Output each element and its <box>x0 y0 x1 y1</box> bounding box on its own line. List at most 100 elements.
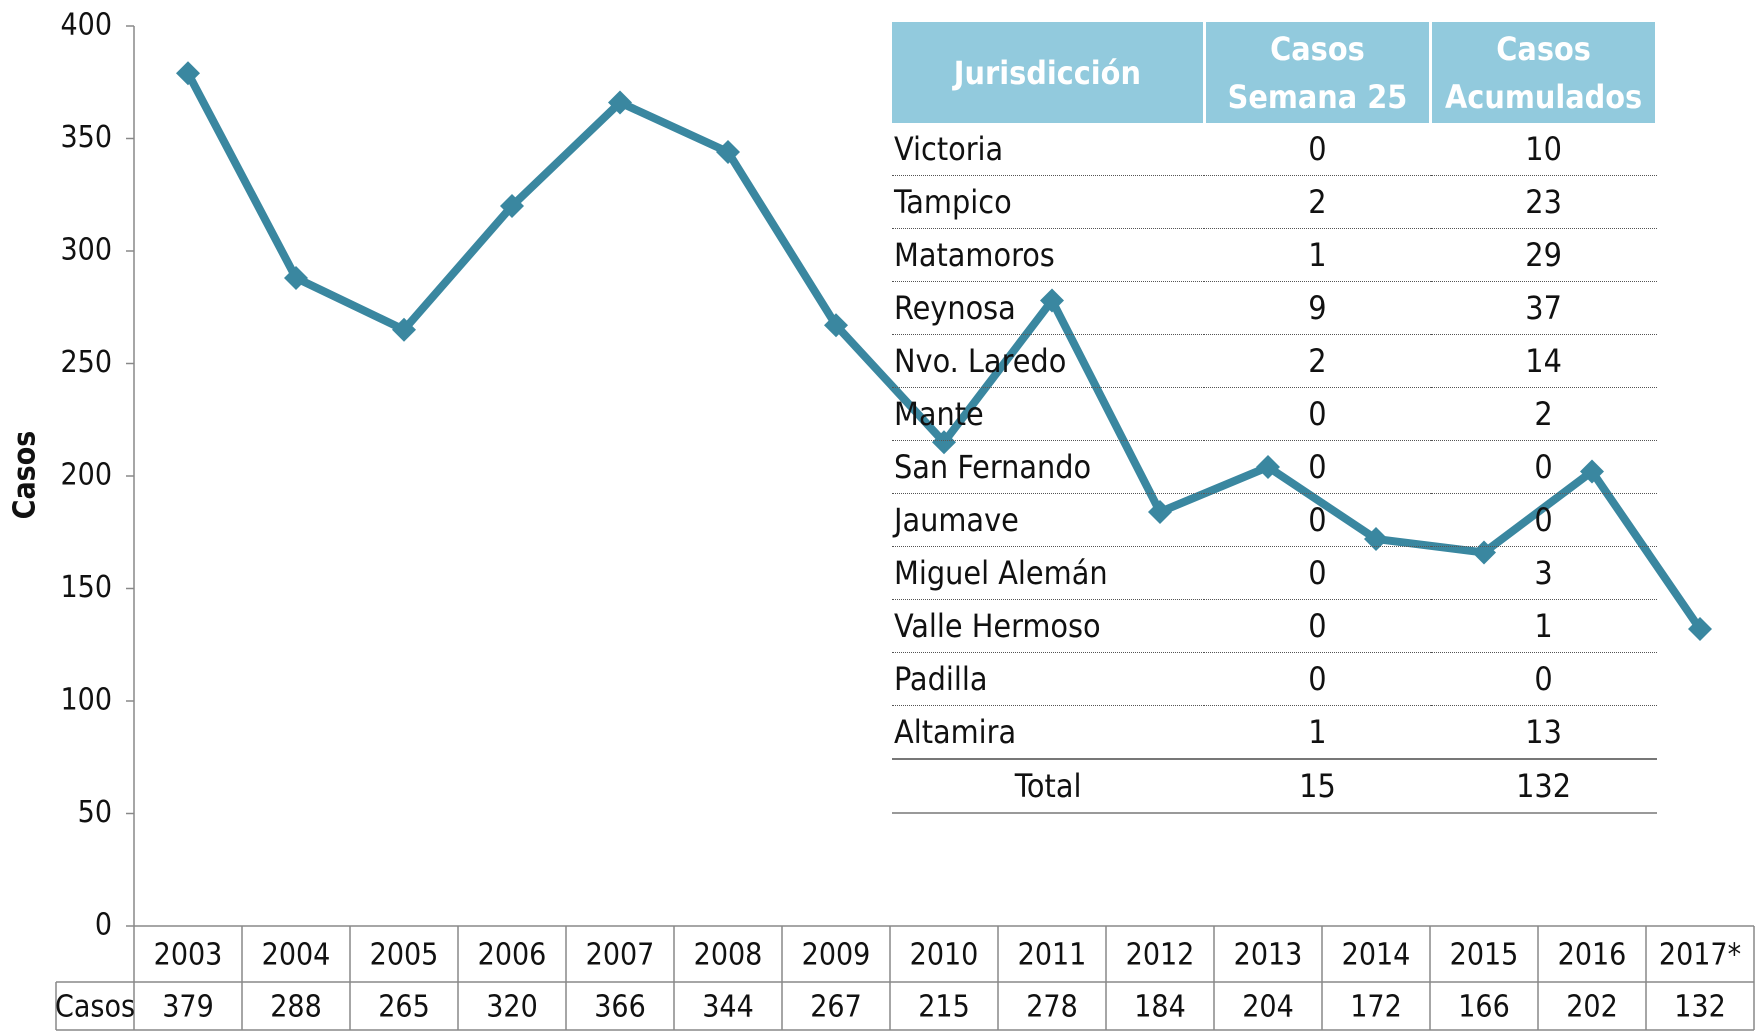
value-cell: 278 <box>1026 990 1078 1025</box>
table-cell: Altamira <box>892 705 1205 760</box>
table-cell: 3 <box>1430 546 1657 600</box>
x-tick-label: 2013 <box>1234 938 1303 973</box>
x-tick-label: 2006 <box>478 938 547 973</box>
value-cell: 184 <box>1134 990 1186 1025</box>
jurisdiction-table: Jurisdicción Casos Semana 25 Casos Acumula… <box>892 22 1658 814</box>
x-tick-label: 2003 <box>154 938 223 973</box>
y-tick-label: 300 <box>60 233 112 268</box>
table-cell: 0 <box>1204 387 1431 441</box>
point <box>176 61 200 86</box>
table-row: San Fernando 0 0 <box>892 440 1657 494</box>
table-cell: 0 <box>1430 652 1657 706</box>
table-row: Mante 0 2 <box>892 387 1657 441</box>
value-cell: 344 <box>702 990 754 1025</box>
table-cell: Victoria <box>892 123 1205 176</box>
value-cell: 288 <box>270 990 322 1025</box>
table-cell: 0 <box>1204 440 1431 494</box>
total-cell: 15 <box>1204 758 1431 814</box>
value-cell: 132 <box>1674 990 1726 1025</box>
value-cell: 166 <box>1458 990 1510 1025</box>
table-cell: 37 <box>1430 281 1657 335</box>
x-tick-label: 2009 <box>802 938 871 973</box>
point <box>824 313 848 338</box>
point <box>392 317 416 342</box>
y-tick-label: 100 <box>60 683 112 718</box>
point <box>1688 617 1712 641</box>
table-cell: 0 <box>1430 440 1657 494</box>
table-cell: 9 <box>1204 281 1431 335</box>
table-cell: Mante <box>892 387 1205 441</box>
header-cell: Casos Semana 25 <box>1204 22 1433 123</box>
table-row: Tampico 2 23 <box>892 175 1657 229</box>
total-row: Total 15 132 <box>892 758 1657 814</box>
value-cell: 204 <box>1242 990 1294 1025</box>
table-row: Nvo. Laredo 2 14 <box>892 334 1657 388</box>
table-cell: Matamoros <box>892 228 1205 282</box>
y-tick-label: 50 <box>78 795 112 830</box>
y-tick-label: 250 <box>60 345 112 380</box>
total-cell: 132 <box>1430 758 1657 814</box>
table-cell: 0 <box>1430 493 1657 547</box>
table-row: Altamira 1 13 <box>892 705 1657 760</box>
table-cell: Padilla <box>892 652 1205 706</box>
x-tick-label: 2007 <box>586 938 655 973</box>
table-cell: 0 <box>1204 599 1431 653</box>
x-tick-label: 2017* <box>1659 938 1741 973</box>
table-cell: 1 <box>1204 228 1431 282</box>
y-axis-title: Casos <box>8 431 43 520</box>
y-tick-label: 0 <box>95 908 112 943</box>
table-cell: 0 <box>1204 652 1431 706</box>
value-cell: 265 <box>378 990 430 1025</box>
x-tick-label: 2010 <box>910 938 979 973</box>
point <box>500 194 524 218</box>
header-cell: Jurisdicción <box>892 22 1206 123</box>
table-cell: 13 <box>1430 705 1657 760</box>
table-cell: Valle Hermoso <box>892 599 1205 653</box>
point <box>284 266 308 290</box>
value-cell: 320 <box>486 990 538 1025</box>
y-tick-label: 150 <box>60 570 112 605</box>
x-tick-label: 2005 <box>370 938 439 973</box>
table-row: Reynosa 9 37 <box>892 281 1657 335</box>
table-row: Victoria 0 10 <box>892 123 1657 176</box>
y-tick-label: 200 <box>60 458 112 493</box>
x-tick-label: 2008 <box>694 938 763 973</box>
table-row: Padilla 0 0 <box>892 652 1657 706</box>
table-cell: 10 <box>1430 123 1657 176</box>
x-tick-label: 2011 <box>1018 938 1087 973</box>
table-row: Jaumave 0 0 <box>892 493 1657 547</box>
x-tick-label: 2016 <box>1558 938 1627 973</box>
x-tick-label: 2012 <box>1126 938 1195 973</box>
table-cell: 1 <box>1204 705 1431 760</box>
value-cell: 379 <box>162 990 214 1025</box>
table-cell: 2 <box>1430 387 1657 441</box>
y-tick-label: 350 <box>60 120 112 155</box>
table-cell: Jaumave <box>892 493 1205 547</box>
point <box>716 140 740 164</box>
y-tick-label: 400 <box>60 8 112 43</box>
row-label: Casos <box>55 990 135 1025</box>
table-cell: 0 <box>1204 123 1431 176</box>
header-row: Jurisdicción Casos Semana 25 Casos Acumula… <box>892 22 1658 123</box>
table-cell: Nvo. Laredo <box>892 334 1205 388</box>
table-cell: 23 <box>1430 175 1657 229</box>
table-row: Valle Hermoso 0 1 <box>892 599 1657 653</box>
table-cell: Tampico <box>892 175 1205 229</box>
table-cell: 2 <box>1204 175 1431 229</box>
table-cell: 0 <box>1204 546 1431 600</box>
table-row: Matamoros 1 29 <box>892 228 1657 282</box>
table-cell: 2 <box>1204 334 1431 388</box>
table-cell: 29 <box>1430 228 1657 282</box>
x-tick-label: 2015 <box>1450 938 1519 973</box>
table-row: Miguel Alemán 0 3 <box>892 546 1657 600</box>
table-cell: 1 <box>1430 599 1657 653</box>
table-cell: 0 <box>1204 493 1431 547</box>
header-cell: Casos Acumulados <box>1430 22 1658 123</box>
table-cell: Reynosa <box>892 281 1205 335</box>
table-cell: Miguel Alemán <box>892 546 1205 600</box>
table-cell: San Fernando <box>892 440 1205 494</box>
value-cell: 172 <box>1350 990 1402 1025</box>
value-cell: 215 <box>918 990 970 1025</box>
